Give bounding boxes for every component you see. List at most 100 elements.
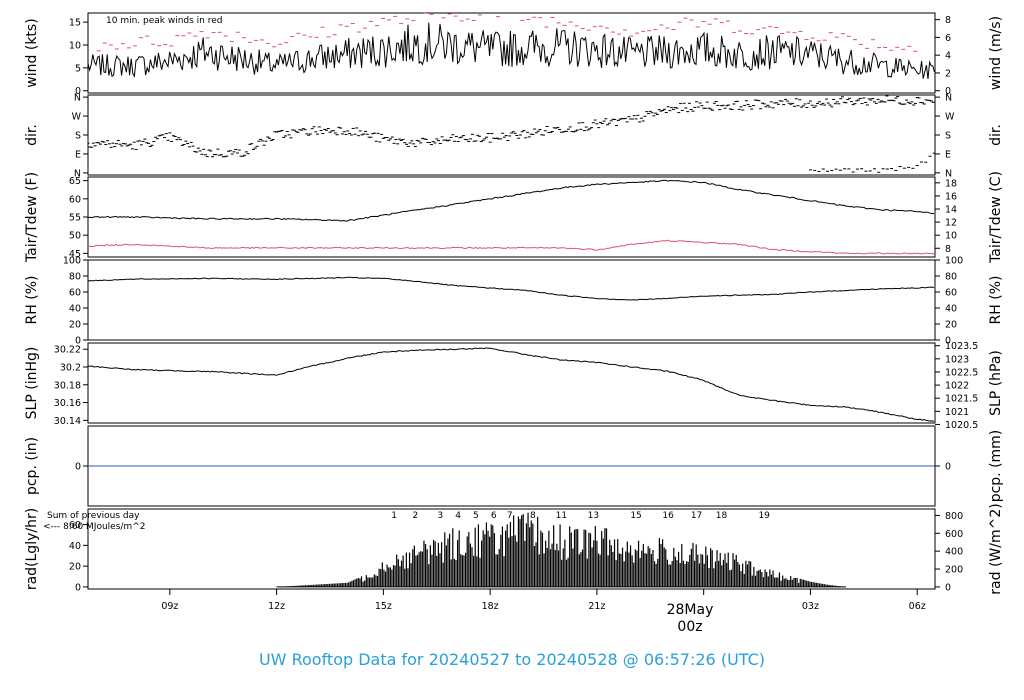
sun-hour-label: 1 xyxy=(391,511,397,521)
ytick-label-right-slp: 1023.5 xyxy=(945,341,978,352)
ytick-label-right-temp: 18 xyxy=(945,178,957,189)
sun-hour-label: 3 xyxy=(437,511,443,521)
ytick-label-right-wind: 4 xyxy=(945,51,951,62)
sun-hour-label: 15 xyxy=(630,511,641,521)
ytick-label-right-temp: 12 xyxy=(945,218,957,229)
ytick-label-left-rad: 20 xyxy=(69,562,81,573)
panel-frame-temp xyxy=(87,176,936,258)
date-label-hour: 00z xyxy=(677,619,702,635)
ytick-label-right-temp: 14 xyxy=(945,205,957,216)
ylabel-right-temp: Tair/Tdew (C) xyxy=(988,171,1004,264)
ytick-label-left-wind: 0 xyxy=(75,86,81,97)
xtick-label: 09z xyxy=(161,601,178,612)
date-label-day: 28May xyxy=(667,602,714,618)
ytick-label-left-rh: 80 xyxy=(69,272,81,283)
series-temp-1 xyxy=(88,239,935,255)
ytick-label-right-slp: 1021 xyxy=(945,407,969,418)
sun-hour-label: 11 xyxy=(556,511,567,521)
ytick-label-left-temp: 55 xyxy=(69,213,81,224)
ytick-label-right-rad: 200 xyxy=(945,565,963,576)
xtick-label: 15z xyxy=(375,601,392,612)
panel-frame-wind xyxy=(87,12,936,94)
panel-frame-rad xyxy=(87,508,936,590)
ytick-label-left-temp: 65 xyxy=(69,176,81,187)
ytick-label-left-rh: 0 xyxy=(75,336,81,347)
ytick-label-left-slp: 30.2 xyxy=(60,363,81,374)
radiation-sum-label: Sum of previous day xyxy=(47,511,140,521)
ylabel-left-dir: dir. xyxy=(24,124,40,146)
ytick-label-right-slp: 1022 xyxy=(945,381,969,392)
ytick-label-left-wind: 10 xyxy=(69,41,81,52)
panel-frame-slp xyxy=(87,342,936,424)
ytick-label-right-temp: 16 xyxy=(945,191,957,202)
ytick-label-left-rh: 60 xyxy=(69,288,81,299)
xtick-label: 03z xyxy=(802,601,819,612)
radiation-sum-value: <--- 8.60 MJoules/m^2 xyxy=(43,522,145,532)
sun-hour-label: 4 xyxy=(455,511,461,521)
ytick-label-right-slp: 1021.5 xyxy=(945,394,978,405)
ytick-label-right-rh: 60 xyxy=(945,288,957,299)
sun-hour-label: 2 xyxy=(413,511,419,521)
ytick-label-left-rh: 20 xyxy=(69,320,81,331)
ylabel-right-slp: SLP (hPa) xyxy=(988,350,1004,416)
ytick-label-right-rh: 80 xyxy=(945,272,957,283)
ytick-label-right-rh: 40 xyxy=(945,304,957,315)
x-axis: 09z 12z 15z 18z 21z 03z 06z xyxy=(161,589,926,612)
ytick-label-left-wind: 5 xyxy=(75,63,81,74)
ytick-label-right-slp: 1023 xyxy=(945,354,969,365)
ytick-label-right-rad: 600 xyxy=(945,529,963,540)
plot-area-wind xyxy=(88,13,935,79)
ylabel-right-dir: dir. xyxy=(988,124,1004,146)
sun-hour-label: 13 xyxy=(588,511,599,521)
ylabel-left-wind: wind (kts) xyxy=(24,18,40,87)
ytick-label-left-dir: N xyxy=(74,93,81,104)
ylabel-right-wind: wind (m/s) xyxy=(988,16,1004,90)
ytick-label-right-dir: N xyxy=(945,93,952,104)
sun-hour-label: 8 xyxy=(530,511,536,521)
ytick-label-right-wind: 6 xyxy=(945,33,951,44)
ytick-label-right-wind: 0 xyxy=(945,86,951,97)
xtick-label: 21z xyxy=(588,601,605,612)
ytick-label-left-temp: 50 xyxy=(69,231,81,242)
ylabel-left-rh: RH (%) xyxy=(24,276,40,325)
peak-wind-annotation: 10 min. peak winds in red xyxy=(106,16,223,26)
series-rh-0 xyxy=(88,276,935,301)
sun-hour-label: 18 xyxy=(716,511,728,521)
panel-slp: SLP (inHg) SLP (hPa) 30.14 30.16 30.18 30.2 30… xyxy=(24,341,1004,431)
sun-hour-label: 5 xyxy=(473,511,479,521)
ytick-label-left-rh: 40 xyxy=(69,304,81,315)
ytick-label-left-rh: 100 xyxy=(63,256,81,267)
ytick-label-right-dir: E xyxy=(945,149,951,160)
ylabel-right-rh: RH (%) xyxy=(988,276,1004,325)
ytick-label-left-temp: 60 xyxy=(69,194,81,205)
panel-frame-rh xyxy=(87,259,936,341)
ylabel-left-slp: SLP (inHg) xyxy=(24,347,40,420)
ytick-label-left-rad: 0 xyxy=(75,582,81,593)
ytick-label-left-dir: N xyxy=(74,168,81,179)
ytick-label-left-dir: E xyxy=(75,149,81,160)
ytick-label-left-slp: 30.18 xyxy=(54,380,81,391)
sun-hour-label: 19 xyxy=(758,511,770,521)
xtick-label: 06z xyxy=(909,601,926,612)
ytick-label-right-slp: 1022.5 xyxy=(945,367,978,378)
ytick-label-right-rh: 100 xyxy=(945,256,963,267)
ylabel-right-rad: rad (W/m^2) xyxy=(988,503,1004,594)
ytick-label-left-slp: 30.22 xyxy=(54,345,81,356)
panel-temp: Tair/Tdew (F) Tair/Tdew (C) 45 50 55 60 65 8 10 1… xyxy=(24,171,1004,264)
panel-frame-dir xyxy=(87,94,936,176)
xtick-label: 18z xyxy=(482,601,499,612)
ylabel-left-temp: Tair/Tdew (F) xyxy=(24,172,40,263)
ytick-label-right-dir: W xyxy=(945,112,955,123)
sun-hour-label: 7 xyxy=(507,511,513,521)
ytick-label-right-dir: S xyxy=(945,131,951,142)
ytick-label-left-rad: 60 xyxy=(69,520,81,531)
series-slp-0 xyxy=(88,347,935,422)
ylabel-left-pcp: pcp. (in) xyxy=(24,437,40,495)
ytick-label-right-wind: 2 xyxy=(945,68,951,79)
panel-rad: rad(Lgly/hr) rad (W/m^2)02040600200400600… xyxy=(24,503,1004,594)
ylabel-left-rad: rad(Lgly/hr) xyxy=(24,508,40,590)
plot-area-rad xyxy=(276,512,847,588)
ytick-label-right-slp: 1020.5 xyxy=(945,420,978,431)
